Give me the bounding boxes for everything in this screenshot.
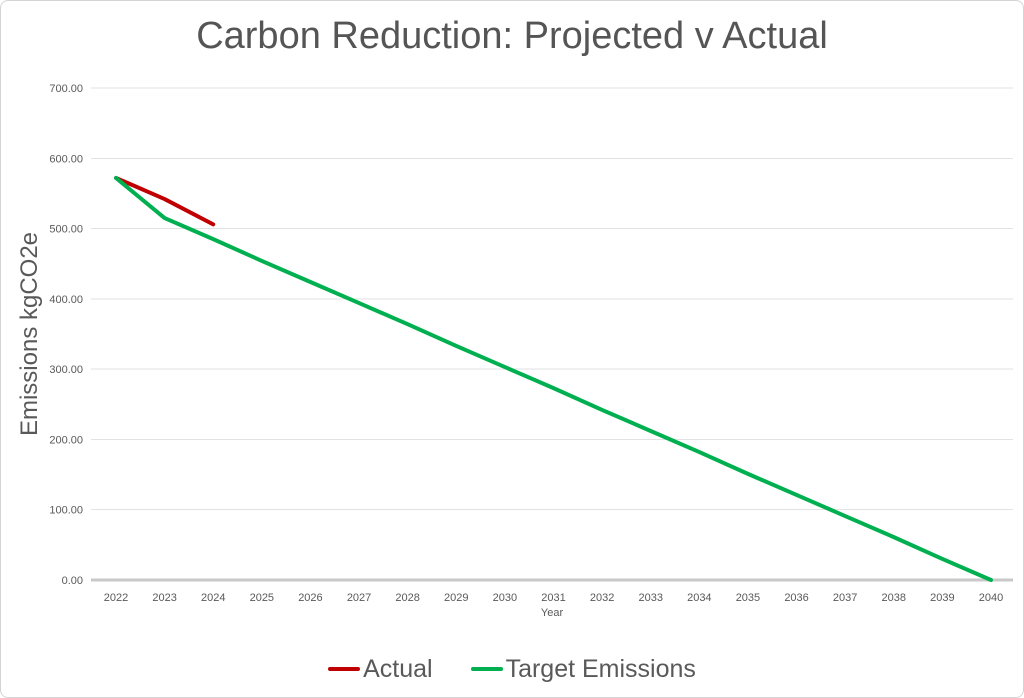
- y-tick-label: 700.00: [49, 83, 83, 95]
- y-tick-label: 300.00: [49, 364, 83, 376]
- x-tick-label: 2038: [882, 592, 906, 604]
- series-line-actual: [114, 175, 216, 227]
- x-tick-label: 2026: [298, 592, 322, 604]
- y-tick-label: 0.00: [62, 575, 83, 587]
- x-tick-label: 2029: [444, 592, 468, 604]
- y-tick-label: 500.00: [49, 224, 83, 236]
- chart-title: Carbon Reduction: Projected v Actual: [196, 15, 828, 57]
- x-tick-label: 2025: [250, 592, 274, 604]
- x-tick-label: 2034: [687, 592, 711, 604]
- y-tick-label: 400.00: [49, 294, 83, 306]
- series-line-target-emissions: [114, 175, 993, 582]
- x-tick-label: 2022: [104, 592, 128, 604]
- x-tick-label: 2040: [979, 592, 1003, 604]
- legend-label-target-emissions: Target Emissions: [505, 654, 696, 683]
- x-tick-label: 2037: [833, 592, 857, 604]
- legend: Actual Target Emissions: [1, 651, 1023, 687]
- x-tick-label: 2035: [736, 592, 760, 604]
- x-tick-label: 2032: [590, 592, 614, 604]
- y-tick-label: 600.00: [49, 153, 83, 165]
- y-tick-label: 200.00: [49, 434, 83, 446]
- x-tick-label: 2036: [784, 592, 808, 604]
- x-axis-title: Year: [540, 607, 564, 619]
- y-tick-label: 100.00: [49, 505, 83, 517]
- legend-marker-target-emissions-icon: [470, 667, 503, 671]
- x-tick-label: 2028: [395, 592, 419, 604]
- x-tick-label: 2031: [541, 592, 565, 604]
- x-tick-label: 2033: [638, 592, 662, 604]
- x-tick-label: 2039: [930, 592, 954, 604]
- legend-label-actual: Actual: [363, 654, 433, 683]
- x-tick-label: 2030: [493, 592, 517, 604]
- legend-item-target-emissions: Target Emissions: [470, 654, 696, 684]
- legend-marker-actual-icon: [328, 667, 361, 671]
- legend-item-actual: Actual: [328, 654, 433, 684]
- x-tick-label: 2023: [152, 592, 176, 604]
- x-tick-label: 2024: [201, 592, 225, 604]
- x-tick-label: 2027: [347, 592, 371, 604]
